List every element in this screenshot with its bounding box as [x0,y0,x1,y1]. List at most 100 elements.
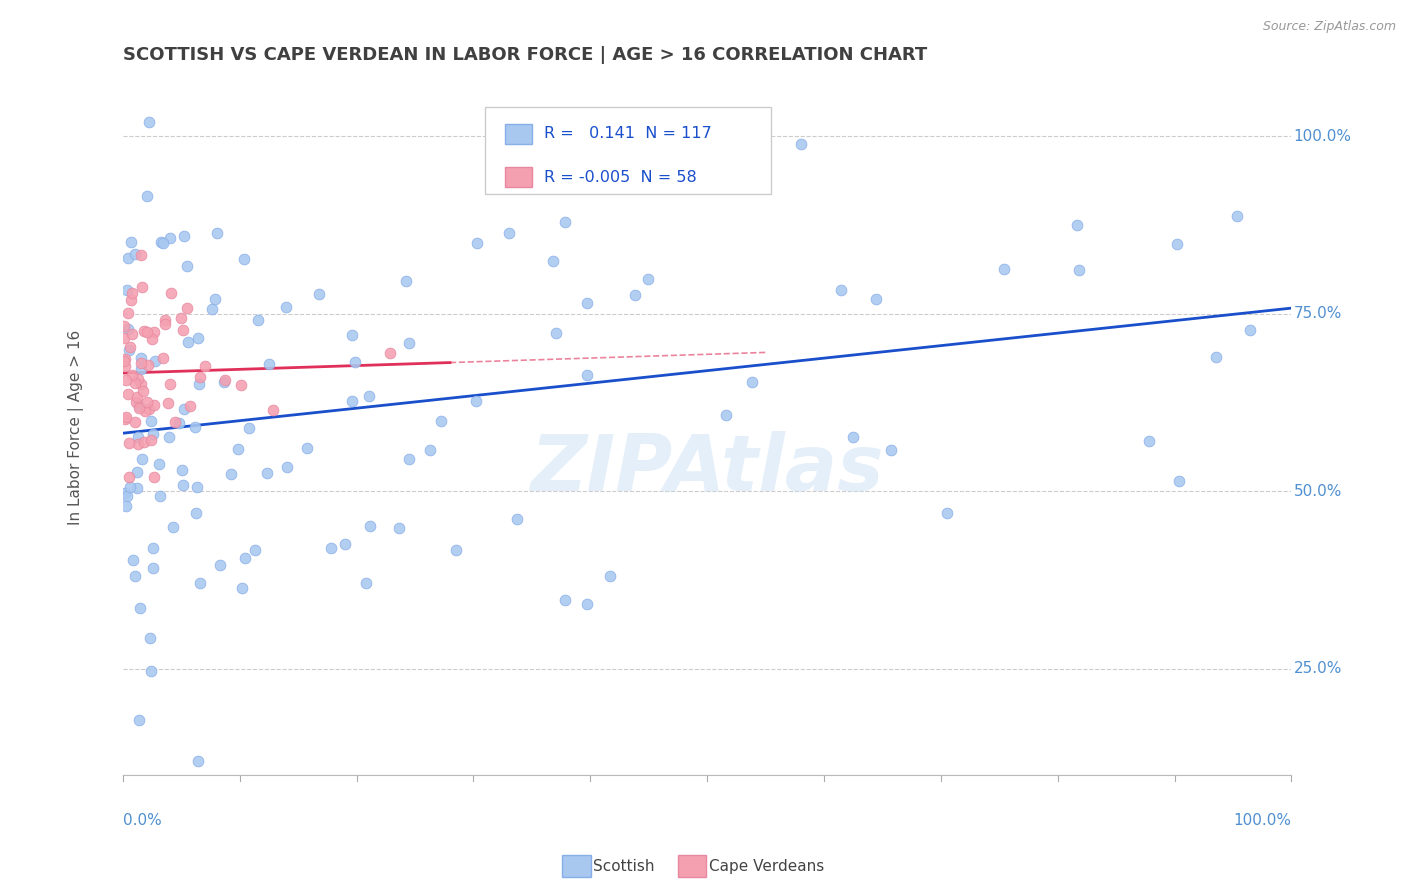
Point [138,115,160,129]
Point [498,227,520,241]
Point [188,369,211,384]
Point [139,414,162,428]
Point [148,457,170,471]
Text: 75.0%: 75.0% [1294,306,1343,321]
Point [129,356,152,370]
Point [134,404,156,418]
FancyBboxPatch shape [485,107,772,194]
Text: In Labor Force | Age > 16: In Labor Force | Age > 16 [67,330,84,525]
Text: 100.0%: 100.0% [1294,129,1351,144]
Point [125,481,148,495]
Point [139,664,162,678]
Point [149,489,172,503]
Point [153,318,176,332]
Point [467,235,489,250]
Point [120,340,142,354]
Text: Scottish: Scottish [593,859,655,873]
Point [194,359,217,374]
Point [128,713,150,727]
Point [541,254,564,268]
Point [444,543,467,558]
Point [246,312,269,326]
Point [188,377,211,392]
Point [741,376,763,390]
Text: Source: ZipAtlas.com: Source: ZipAtlas.com [1263,20,1396,33]
Point [219,467,242,481]
Point [170,463,193,477]
Point [233,550,256,565]
Point [333,537,356,551]
Point [186,331,208,345]
Point [342,394,364,409]
Point [205,227,228,241]
Point [354,575,377,590]
Point [142,426,165,441]
Point [134,434,156,449]
Point [212,375,235,389]
Point [124,247,146,261]
Point [128,401,150,416]
Point [172,323,194,337]
Point [209,558,232,572]
Point [143,354,166,368]
Point [231,378,253,392]
Point [308,287,330,301]
Point [274,300,297,314]
Point [152,235,174,250]
Point [115,372,138,386]
Point [129,377,152,392]
Point [842,430,865,444]
Point [159,231,181,245]
Point [129,362,152,376]
Point [176,301,198,315]
Point [129,351,152,365]
Point [256,466,278,480]
Point [231,581,253,595]
Point [1066,218,1088,232]
Point [117,322,139,336]
Point [163,415,186,429]
Point [187,754,209,768]
Point [162,519,184,533]
Point [176,334,198,349]
Point [135,394,157,409]
Point [117,387,139,401]
Point [124,376,146,391]
Point [157,430,180,444]
Point [128,601,150,615]
Point [120,293,142,308]
Point [167,416,190,430]
Text: R = -0.005  N = 58: R = -0.005 N = 58 [544,169,696,185]
Point [546,326,568,340]
Point [124,569,146,583]
Point [245,543,267,558]
Point [993,262,1015,277]
Point [142,325,165,339]
Point [344,355,367,369]
Point [118,343,141,357]
Point [183,419,205,434]
Point [156,396,179,410]
Point [150,235,173,249]
Point [599,568,621,582]
Point [419,443,441,458]
Point [714,408,737,422]
Point [114,359,136,373]
Point [121,286,143,301]
Text: 100.0%: 100.0% [1233,814,1292,829]
Point [131,248,153,262]
Point [132,324,155,338]
Point [238,421,260,435]
Point [233,252,256,267]
Point [359,519,381,533]
Point [136,188,159,202]
Point [179,399,201,413]
Point [139,631,162,645]
Point [138,401,160,416]
Point [575,296,598,310]
Point [387,521,409,535]
Point [117,305,139,319]
Point [880,442,903,457]
Point [115,410,138,425]
Point [152,351,174,365]
